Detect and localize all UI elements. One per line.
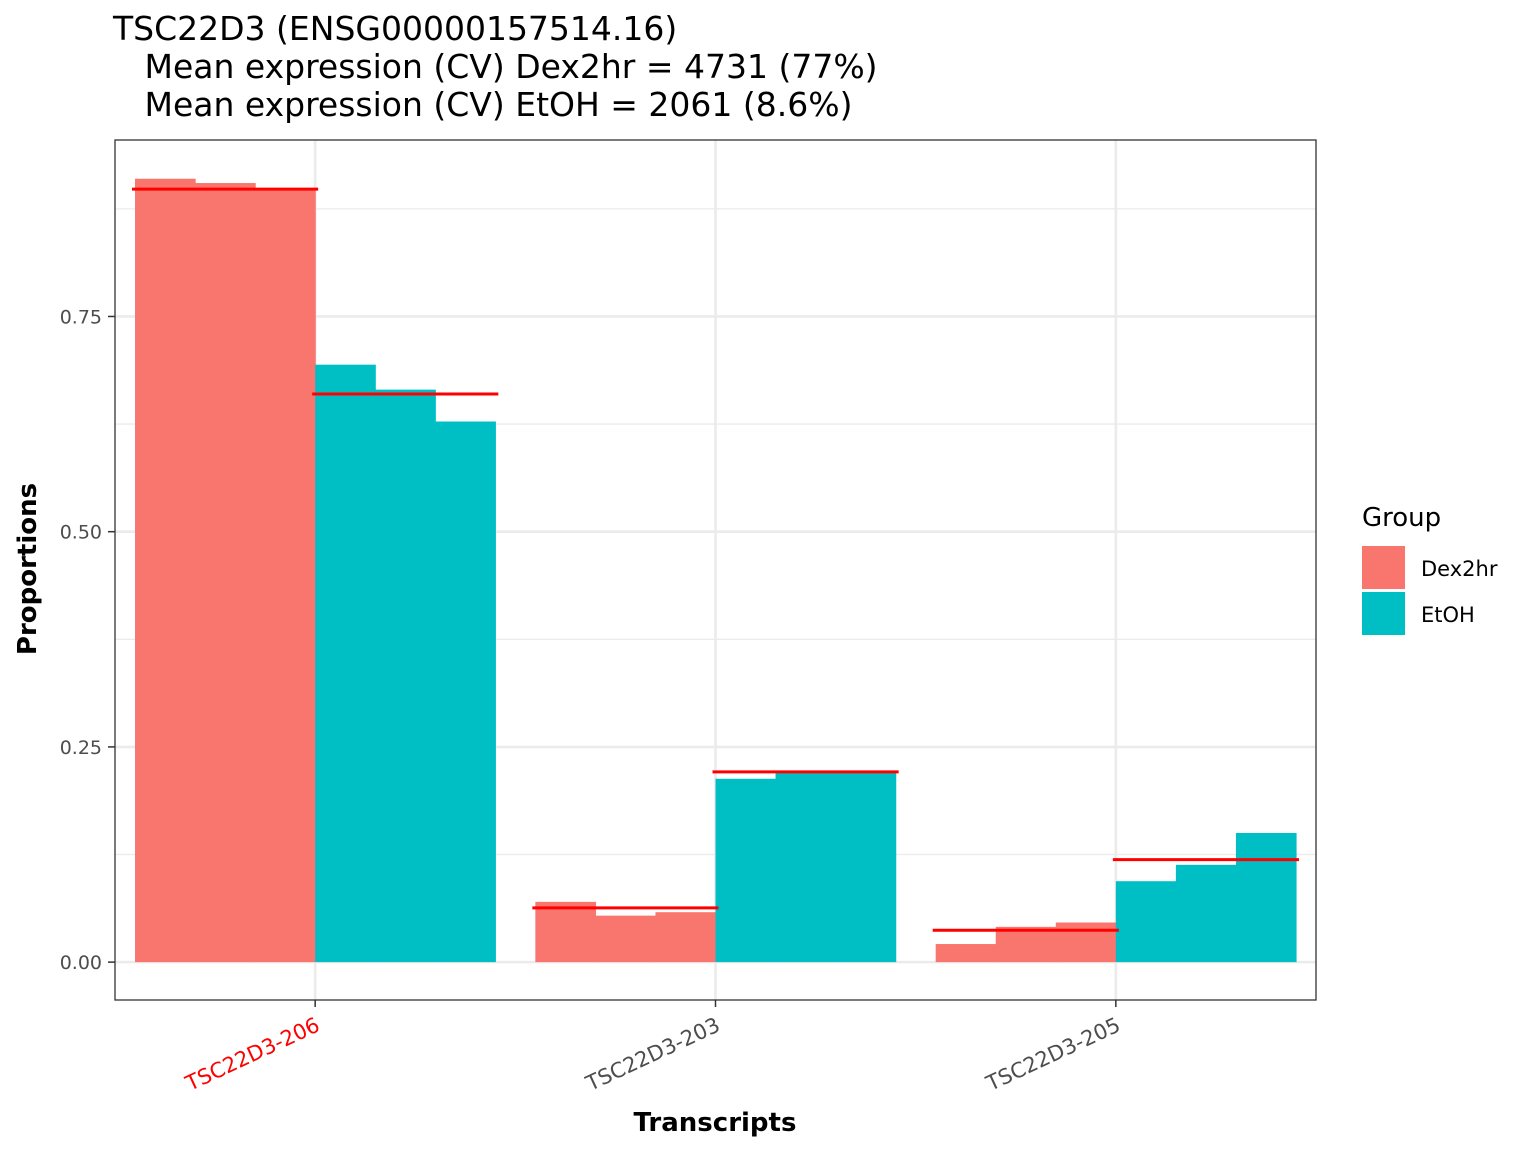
plot-panel	[114, 139, 1317, 1001]
mean-lines	[132, 187, 1299, 932]
y-tick-label: 0.75	[60, 306, 102, 328]
y-tick-label: 0.50	[60, 522, 102, 544]
bar	[135, 178, 196, 963]
x-tick-label: TSC22D3-205	[982, 1013, 1124, 1096]
bar	[715, 778, 777, 963]
bar	[1235, 832, 1297, 963]
chart-title: TSC22D3 (ENSG00000157514.16) Mean expres…	[112, 9, 878, 124]
x-axis: TSC22D3-206 TSC22D3-203 TSC22D3-205	[181, 1000, 1124, 1096]
x-axis-title: Transcripts	[634, 1108, 797, 1138]
y-tick-label: 0.25	[60, 737, 102, 759]
legend-label: Dex2hr	[1421, 557, 1498, 581]
bar	[655, 912, 717, 963]
legend-label: EtOH	[1421, 603, 1475, 627]
bar	[535, 901, 596, 963]
bar	[1055, 922, 1117, 963]
chart-title-line: TSC22D3 (ENSG00000157514.16)	[112, 9, 677, 48]
x-tick-label: TSC22D3-203	[581, 1013, 723, 1096]
legend-key	[1362, 592, 1405, 635]
bar	[315, 364, 376, 963]
bar	[1115, 881, 1177, 963]
chart-title-line: Mean expression (CV) Dex2hr = 4731 (77%)	[113, 47, 878, 86]
bar	[835, 771, 897, 963]
bar	[995, 926, 1057, 963]
bar	[595, 915, 657, 963]
y-axis-title: Proportions	[13, 483, 43, 655]
bar	[435, 421, 496, 963]
bars	[135, 178, 1297, 963]
x-tick-label: TSC22D3-206	[181, 1013, 323, 1096]
legend-title: Group	[1362, 503, 1441, 533]
chart-title-line: Mean expression (CV) EtOH = 2061 (8.6%)	[113, 85, 853, 124]
y-axis: 0.00 0.25 0.50 0.75	[60, 306, 115, 974]
bar	[375, 389, 436, 963]
legend: Group Dex2hr EtOH	[1362, 503, 1498, 635]
y-tick-label: 0.00	[60, 952, 102, 974]
legend-key	[1362, 546, 1405, 589]
bar	[255, 189, 316, 963]
bar	[1175, 864, 1237, 963]
bar	[775, 771, 837, 963]
bar	[935, 944, 997, 963]
bar	[195, 183, 256, 963]
